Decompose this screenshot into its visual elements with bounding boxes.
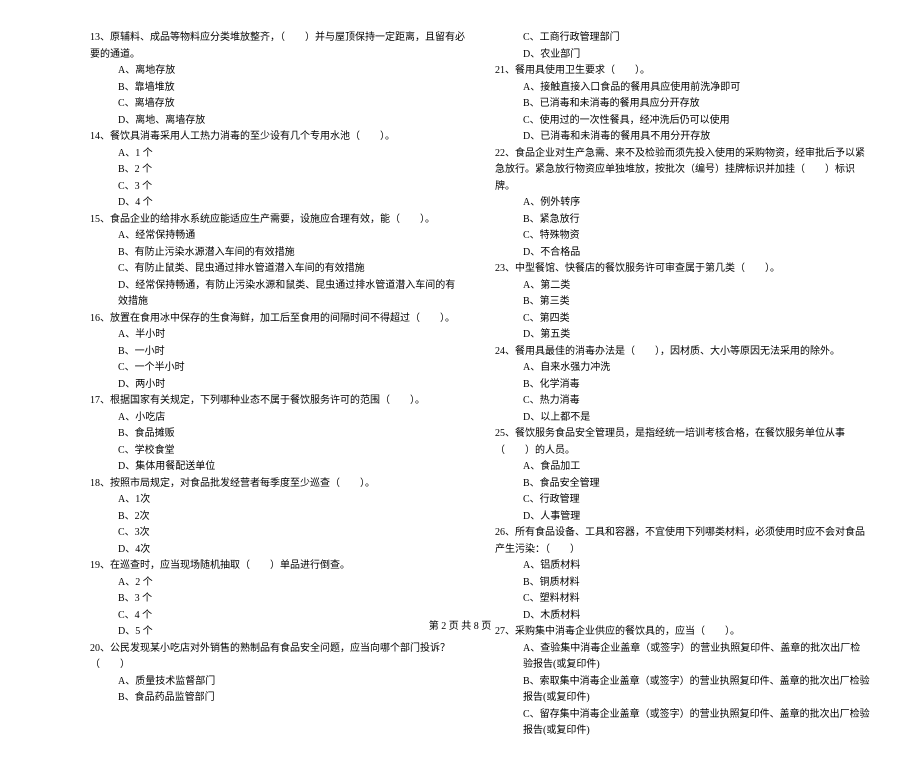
option-text: B、2 个 [90, 162, 465, 179]
option-text: B、化学消毒 [495, 377, 870, 394]
question-text: 24、餐用具最佳的消毒办法是（ ），因材质、大小等原因无法采用的除外。 [495, 344, 870, 361]
option-text: C、行政管理 [495, 492, 870, 509]
question-text: 23、中型餐馆、快餐店的餐饮服务许可审查属于第几类（ ）。 [495, 261, 870, 278]
option-text: A、小吃店 [90, 410, 465, 427]
option-text: A、查验集中消毒企业盖章（或签字）的营业执照复印件、盖章的批次出厂检验报告(或复… [495, 641, 870, 674]
option-text: C、一个半小时 [90, 360, 465, 377]
question-text: 20、公民发现某小吃店对外销售的熟制品有食品安全问题，应当向哪个部门投诉？（ ） [90, 641, 465, 674]
option-text: A、接触直接入口食品的餐用具应使用前洗净即可 [495, 80, 870, 97]
question-text: 26、所有食品设备、工具和容器，不宜使用下列哪类材料，必须使用时应不会对食品产生… [495, 525, 870, 558]
option-text: B、铜质材料 [495, 575, 870, 592]
option-text: A、质量技术监督部门 [90, 674, 465, 691]
option-text: B、3 个 [90, 591, 465, 608]
option-text: B、2次 [90, 509, 465, 526]
option-text: C、第四类 [495, 311, 870, 328]
question-text: 25、餐饮服务食品安全管理员，是指经统一培训考核合格，在餐饮服务单位从事（ ）的… [495, 426, 870, 459]
option-text: B、靠墙堆放 [90, 80, 465, 97]
option-text: D、集体用餐配送单位 [90, 459, 465, 476]
option-text: B、一小时 [90, 344, 465, 361]
option-text: C、有防止鼠类、昆虫通过排水管道潜入车间的有效措施 [90, 261, 465, 278]
option-text: C、学校食堂 [90, 443, 465, 460]
option-text: A、铝质材料 [495, 558, 870, 575]
option-text: A、食品加工 [495, 459, 870, 476]
option-text: D、人事管理 [495, 509, 870, 526]
option-text: B、索取集中消毒企业盖章（或签字）的营业执照复印件、盖章的批次出厂检验报告(或复… [495, 674, 870, 707]
option-text: D、农业部门 [495, 47, 870, 64]
option-text: B、已消毒和未消毒的餐用具应分开存放 [495, 96, 870, 113]
question-text: 18、按照市局规定，对食品批发经营者每季度至少巡查（ ）。 [90, 476, 465, 493]
right-column: C、工商行政管理部门D、农业部门21、餐用具使用卫生要求（ ）。A、接触直接入口… [495, 30, 870, 740]
option-text: B、食品安全管理 [495, 476, 870, 493]
question-text: 19、在巡查时，应当现场随机抽取（ ）单品进行倒查。 [90, 558, 465, 575]
option-text: C、3 个 [90, 179, 465, 196]
option-text: A、离地存放 [90, 63, 465, 80]
option-text: A、1 个 [90, 146, 465, 163]
option-text: B、有防止污染水源潜入车间的有效措施 [90, 245, 465, 262]
question-text: 15、食品企业的给排水系统应能适应生产需要，设施应合理有效，能（ ）。 [90, 212, 465, 229]
option-text: D、两小时 [90, 377, 465, 394]
question-text: 14、餐饮具消毒采用人工热力消毒的至少设有几个专用水池（ ）。 [90, 129, 465, 146]
option-text: C、离墙存放 [90, 96, 465, 113]
option-text: D、4次 [90, 542, 465, 559]
question-text: 22、食品企业对生产急需、来不及检验而须先投入使用的采购物资，经审批后予以紧急放… [495, 146, 870, 196]
option-text: A、半小时 [90, 327, 465, 344]
option-text: B、食品药品监管部门 [90, 690, 465, 707]
question-text: 16、放置在食用冰中保存的生食海鲜，加工后至食用的间隔时间不得超过（ ）。 [90, 311, 465, 328]
option-text: D、不合格品 [495, 245, 870, 262]
option-text: C、热力消毒 [495, 393, 870, 410]
option-text: A、自来水强力冲洗 [495, 360, 870, 377]
option-text: D、经常保持畅通，有防止污染水源和鼠类、昆虫通过排水管道潜入车间的有效措施 [90, 278, 465, 311]
option-text: A、经常保持畅通 [90, 228, 465, 245]
option-text: D、第五类 [495, 327, 870, 344]
question-text: 17、根据国家有关规定，下列哪种业态不属于餐饮服务许可的范围（ ）。 [90, 393, 465, 410]
option-text: A、1次 [90, 492, 465, 509]
option-text: C、使用过的一次性餐具，经冲洗后仍可以使用 [495, 113, 870, 130]
option-text: A、2 个 [90, 575, 465, 592]
option-text: A、第二类 [495, 278, 870, 295]
option-text: B、食品摊贩 [90, 426, 465, 443]
page-footer: 第 2 页 共 8 页 [0, 617, 920, 632]
option-text: C、3次 [90, 525, 465, 542]
question-text: 21、餐用具使用卫生要求（ ）。 [495, 63, 870, 80]
page-content: 13、原辅料、成品等物料应分类堆放整齐，（ ）并与屋顶保持一定距离，且留有必要的… [0, 0, 920, 770]
left-column: 13、原辅料、成品等物料应分类堆放整齐，（ ）并与屋顶保持一定距离，且留有必要的… [90, 30, 465, 740]
option-text: D、离地、离墙存放 [90, 113, 465, 130]
option-text: B、紧急放行 [495, 212, 870, 229]
option-text: C、工商行政管理部门 [495, 30, 870, 47]
option-text: C、塑料材料 [495, 591, 870, 608]
option-text: D、已消毒和未消毒的餐用具不用分开存放 [495, 129, 870, 146]
option-text: D、以上都不是 [495, 410, 870, 427]
option-text: A、例外转序 [495, 195, 870, 212]
question-text: 13、原辅料、成品等物料应分类堆放整齐，（ ）并与屋顶保持一定距离，且留有必要的… [90, 30, 465, 63]
option-text: D、4 个 [90, 195, 465, 212]
option-text: C、特殊物资 [495, 228, 870, 245]
option-text: B、第三类 [495, 294, 870, 311]
option-text: C、留存集中消毒企业盖章（或签字）的营业执照复印件、盖章的批次出厂检验报告(或复… [495, 707, 870, 740]
